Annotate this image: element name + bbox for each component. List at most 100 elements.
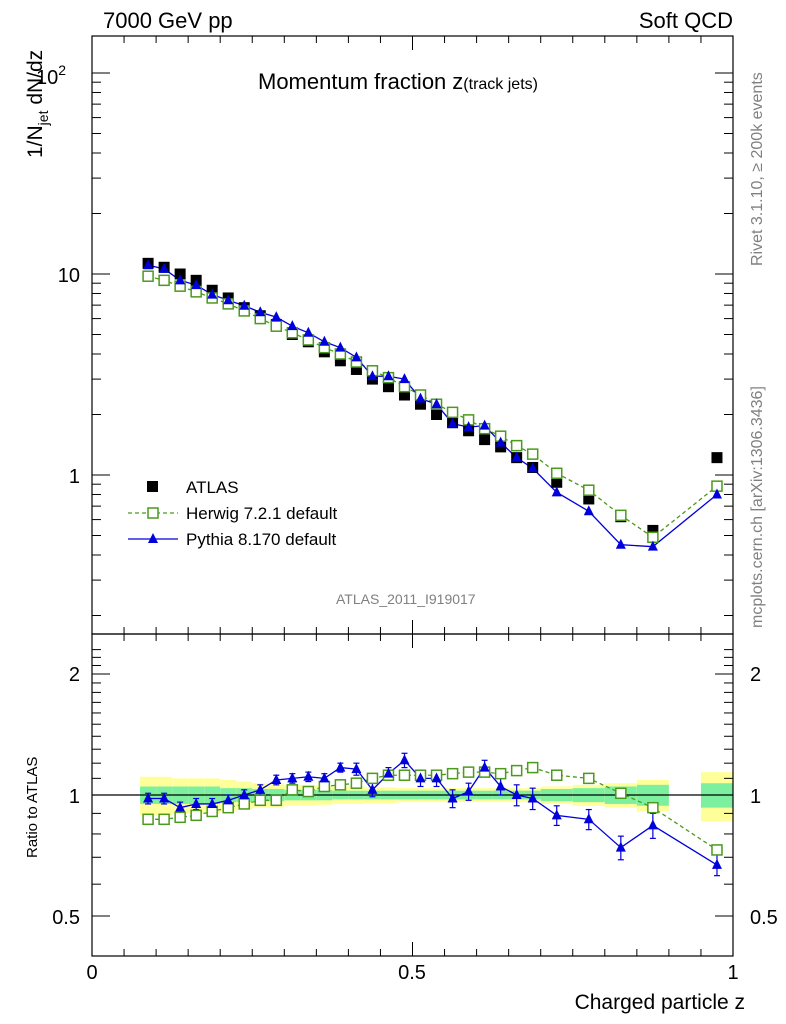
pythia-ratio-point (191, 797, 202, 808)
pythia-ratio-point (431, 772, 442, 783)
x-tick-label-1: 1 (727, 962, 738, 984)
header-process-label: Soft QCD (639, 8, 733, 33)
pythia-point (159, 262, 170, 273)
herwig-ratio-point (206, 805, 218, 818)
herwig-ratio-point (174, 811, 186, 824)
pythia-ratio-point (399, 754, 410, 765)
pythia-ratio-point (447, 792, 458, 803)
pythia-ratio-point (175, 801, 186, 812)
analysis-watermark: ATLAS_2011_I919017 (336, 591, 476, 607)
pythia-point (207, 288, 218, 299)
legend-marker-pythia (148, 533, 158, 543)
pythia-ratio-point (383, 767, 394, 778)
y-tick-label-10: 10 (58, 265, 80, 287)
herwig-ratio-point (711, 844, 723, 856)
pythia-ratio-point (463, 785, 474, 796)
ratio-y-tick-0.5-right: 0.5 (750, 907, 778, 929)
pythia-ratio-point (223, 794, 234, 805)
pythia-ratio-point (303, 770, 314, 781)
herwig-ratio-point (158, 813, 170, 826)
pythia-point (319, 335, 330, 346)
pythia-point (447, 417, 458, 428)
pythia-ratio-point (143, 792, 154, 803)
atlas-point (583, 493, 595, 505)
pythia-point (511, 451, 522, 462)
herwig-ratio-point (286, 784, 299, 796)
herwig-point (398, 380, 411, 393)
herwig-ratio-point (350, 777, 363, 789)
pythia-ratio-point (159, 792, 170, 803)
atlas-point (495, 441, 507, 453)
ratio-axis-title: Ratio to ATLAS (24, 757, 41, 858)
pythia-ratio-point (495, 780, 506, 791)
y-axis-title-main: 1/Njet dN/dz (24, 50, 51, 158)
herwig-ratio-point (526, 761, 539, 774)
herwig-ratio-point (254, 794, 267, 807)
pythia-point (615, 538, 626, 549)
herwig-point (142, 270, 154, 282)
pythia-point (431, 398, 442, 409)
pythia-ratio-point (551, 809, 562, 820)
pythia-ratio-point (479, 761, 490, 772)
legend-label-pythia: Pythia 8.170 default (186, 530, 337, 549)
herwig-ratio-point (142, 813, 154, 826)
atlas-point (479, 434, 491, 446)
pythia-ratio-point (271, 773, 282, 784)
ratio-y-tick-1-right: 1 (750, 786, 761, 808)
pythia-point (527, 462, 538, 473)
rivet-version-label: Rivet 3.1.10, ≥ 200k events (749, 72, 766, 266)
pythia-point (335, 341, 346, 352)
ratio-y-tick-2-right: 2 (750, 664, 761, 686)
legend-label-herwig: Herwig 7.2.1 default (186, 504, 337, 523)
legend-marker-herwig (147, 507, 159, 519)
herwig-point (583, 484, 595, 496)
legend-marker-atlas (147, 481, 158, 492)
pythia-ratio-point (583, 813, 594, 824)
pythia-point (223, 294, 234, 305)
herwig-ratio-point (366, 772, 379, 785)
pythia-point (383, 370, 394, 381)
pythia-ratio-point (647, 819, 658, 830)
pythia-point (479, 419, 490, 430)
herwig-ratio-point (550, 769, 563, 781)
legend-label-atlas: ATLAS (186, 478, 239, 497)
legend: ATLAS Herwig 7.2.1 default Pythia 8.170 … (128, 478, 337, 549)
herwig-ratio-point (446, 767, 459, 780)
herwig-point (615, 509, 627, 522)
ratio-panel: 2 1 0.5 2 1 0.5 Ratio to ATLAS 0 0.5 1 C… (24, 633, 778, 1014)
chart-title: Momentum fraction z(track jets) (258, 69, 538, 94)
x-tick-label-0.5: 0.5 (398, 962, 426, 984)
pythia-point (399, 373, 410, 384)
herwig-ratio-point (615, 787, 627, 800)
pythia-point (351, 351, 362, 362)
atlas-point (415, 398, 427, 410)
pythia-point (711, 488, 722, 499)
atlas-point (174, 268, 186, 280)
pythia-ratio-point (239, 789, 250, 799)
pythia-point (495, 436, 506, 447)
pythia-point (583, 505, 594, 516)
atlas-point (334, 355, 346, 367)
pythia-ratio-point (255, 783, 266, 794)
pythia-ratio-point (287, 772, 298, 783)
y-tick-label-1: 1 (69, 466, 80, 488)
pythia-point (415, 392, 426, 403)
herwig-ratio-point (318, 780, 331, 793)
herwig-ratio-point (462, 766, 475, 778)
atlas-point (431, 408, 443, 420)
pythia-point (239, 299, 250, 310)
ratio-y-tick-0.5: 0.5 (52, 907, 80, 929)
atlas-point (350, 363, 362, 375)
atlas-point (711, 452, 723, 464)
herwig-ratio-point (238, 798, 250, 810)
pythia-point (143, 259, 154, 270)
herwig-point (550, 467, 563, 480)
pythia-point (367, 370, 378, 381)
pythia-ratio-point (415, 772, 426, 783)
atlas-point (647, 524, 659, 536)
mcplots-citation-label: mcplots.cern.ch [arXiv:1306.3436] (749, 386, 766, 628)
atlas-point (382, 381, 394, 393)
herwig-point (510, 439, 523, 452)
x-axis-title: Charged particle z (575, 991, 745, 1014)
atlas-point (551, 476, 563, 488)
